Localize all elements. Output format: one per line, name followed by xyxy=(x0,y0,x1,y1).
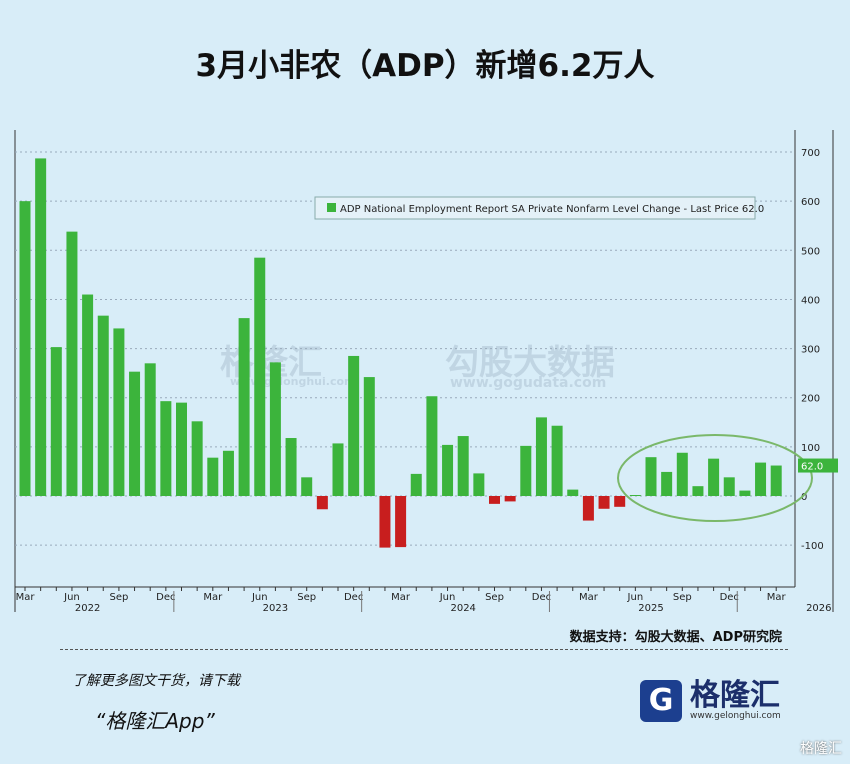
promo-text: 了解更多图文干货，请下载 xyxy=(72,673,240,689)
x-tick-label: Sep xyxy=(673,592,692,603)
bar xyxy=(316,496,328,510)
watermark-gogudata-url: www.gogudata.com xyxy=(450,375,607,391)
y-tick-label: 200 xyxy=(801,394,820,405)
watermark-gogudata: 勾股大数据 xyxy=(445,343,615,383)
x-tick-label: Sep xyxy=(485,592,504,603)
data-source: 数据支持：勾股大数据、ADP研究院 xyxy=(569,630,782,645)
x-tick-label: Mar xyxy=(579,592,599,603)
corner-watermark: 格隆汇 xyxy=(800,741,842,757)
bar xyxy=(19,201,31,496)
bar xyxy=(692,486,704,496)
bar xyxy=(520,445,532,496)
bar xyxy=(332,443,344,496)
bar xyxy=(770,465,782,496)
x-year-label: 2024 xyxy=(450,603,475,614)
bar xyxy=(504,496,516,502)
x-tick-label: Dec xyxy=(720,592,739,603)
divider xyxy=(60,649,788,650)
bar xyxy=(301,477,313,496)
bar xyxy=(708,458,720,496)
y-tick-label: 700 xyxy=(801,148,820,159)
logo-name: 格隆汇 xyxy=(690,678,780,713)
bar xyxy=(144,363,156,496)
logo-icon: G xyxy=(640,680,682,722)
bar xyxy=(598,496,610,509)
x-tick-label: Sep xyxy=(297,592,316,603)
x-tick-label: Jun xyxy=(627,592,644,603)
x-tick-label: Jun xyxy=(439,592,456,603)
bar xyxy=(567,489,579,496)
bar xyxy=(629,495,641,496)
last-price-tag xyxy=(798,458,838,473)
x-tick-label: Sep xyxy=(109,592,128,603)
y-tick-label: 500 xyxy=(801,246,820,257)
bar xyxy=(676,452,688,496)
bar xyxy=(176,402,187,496)
y-tick-label: 0 xyxy=(801,492,807,503)
bar xyxy=(582,496,594,521)
bar xyxy=(551,425,563,496)
bar xyxy=(645,457,657,496)
bar xyxy=(426,396,438,496)
bar xyxy=(113,328,125,496)
x-tick-label: Dec xyxy=(532,592,551,603)
x-tick-label: Mar xyxy=(203,592,223,603)
bar xyxy=(82,294,94,496)
bar xyxy=(395,496,407,548)
bar xyxy=(238,318,250,496)
promo-app-name: “格隆汇App” xyxy=(95,709,215,733)
logo-url: www.gelonghui.com xyxy=(690,711,781,721)
bar xyxy=(97,315,109,496)
bar-chart: -100 0 100 200 300 400 500 600 700 Mar Jun Sep Dec Ma… xyxy=(14,130,838,614)
y-tick-label: 300 xyxy=(801,345,820,356)
x-year-label: 2022 xyxy=(75,603,100,614)
x-tick-label: Mar xyxy=(767,592,787,603)
bar xyxy=(222,450,234,496)
bar xyxy=(254,257,266,496)
x-tick-label: Jun xyxy=(251,592,268,603)
bar xyxy=(129,371,141,496)
x-year-label: 2026 xyxy=(806,603,831,614)
x-tick-label: Mar xyxy=(391,592,411,603)
bar xyxy=(661,471,673,496)
bar xyxy=(35,158,47,496)
bar xyxy=(348,355,360,496)
y-tick-label: -100 xyxy=(801,541,824,552)
bar xyxy=(410,473,422,496)
gelonghui-logo: G 格隆汇 www.gelonghui.com xyxy=(640,680,781,722)
legend-label: ADP National Employment Report SA Privat… xyxy=(340,204,764,215)
bar xyxy=(379,496,391,548)
y-tick-label: 600 xyxy=(801,197,820,208)
bar xyxy=(739,490,751,496)
x-year-label: 2023 xyxy=(263,603,288,614)
bar xyxy=(473,473,485,496)
bar xyxy=(285,438,297,496)
x-tick-label: Dec xyxy=(344,592,363,603)
bar xyxy=(269,362,281,496)
bar xyxy=(535,417,547,496)
legend-box xyxy=(314,196,756,220)
x-tick-label: Mar xyxy=(16,592,36,603)
bar xyxy=(363,377,375,496)
x-tick-label: Jun xyxy=(63,592,80,603)
y-tick-label: 100 xyxy=(801,443,820,454)
highlight-ellipse xyxy=(617,434,813,522)
bar xyxy=(723,477,735,496)
bar xyxy=(50,347,62,496)
bar xyxy=(614,496,626,507)
bar xyxy=(755,462,767,496)
bar xyxy=(489,496,500,504)
bar xyxy=(66,231,78,496)
page-title: 3月小非农（ADP）新增6.2万人 xyxy=(195,48,655,84)
bar xyxy=(207,457,219,496)
bar xyxy=(191,421,203,496)
y-tick-label: 400 xyxy=(801,295,820,306)
bar xyxy=(442,444,454,496)
x-tick-label: Dec xyxy=(156,592,175,603)
last-price-label: 62.0 xyxy=(801,462,823,473)
x-year-label: 2025 xyxy=(638,603,663,614)
legend-swatch xyxy=(327,203,336,212)
bar xyxy=(160,401,172,496)
bar xyxy=(457,436,469,496)
